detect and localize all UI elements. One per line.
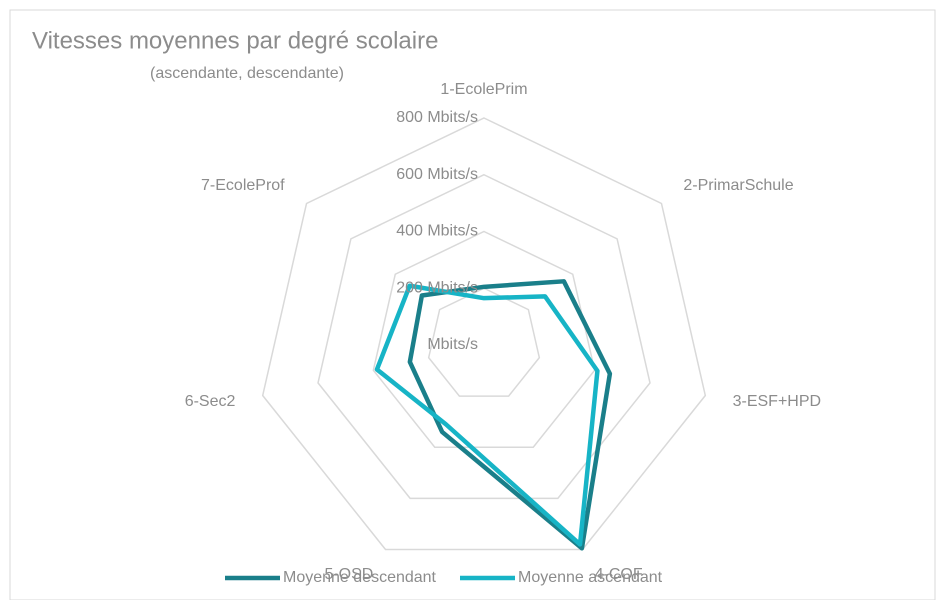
category-label: 4-COF xyxy=(595,566,643,583)
category-label: 2-PrimarSchule xyxy=(683,177,793,194)
series-line xyxy=(374,283,600,547)
category-label: 3-ESF+HPD xyxy=(733,393,821,410)
category-label: 5-OSD xyxy=(324,566,373,583)
grid-ring xyxy=(261,117,707,551)
category-label: 7-EcoleProf xyxy=(201,177,285,194)
legend-label: Moyenne ascendant xyxy=(518,569,663,586)
r-tick-label: 400 Mbits/s xyxy=(396,223,478,240)
legend-label: Moyenne descendant xyxy=(283,569,437,586)
r-tick-label: 200 Mbits/s xyxy=(396,279,478,296)
chart-subtitle: (ascendante, descendante) xyxy=(150,65,344,82)
chart-border xyxy=(9,9,936,600)
grid-ring xyxy=(427,287,541,397)
r-tick-label: 600 Mbits/s xyxy=(396,166,478,183)
r-tick-label: 800 Mbits/s xyxy=(396,109,478,126)
grid-ring xyxy=(372,230,596,449)
r-tick-label: Mbits/s xyxy=(427,336,478,353)
series-line xyxy=(407,279,613,551)
category-label: 1-EcolePrim xyxy=(440,81,527,98)
chart-title: Vitesses moyennes par degré scolaire xyxy=(32,27,438,54)
grid-ring xyxy=(317,173,651,500)
category-label: 6-Sec2 xyxy=(185,393,236,410)
